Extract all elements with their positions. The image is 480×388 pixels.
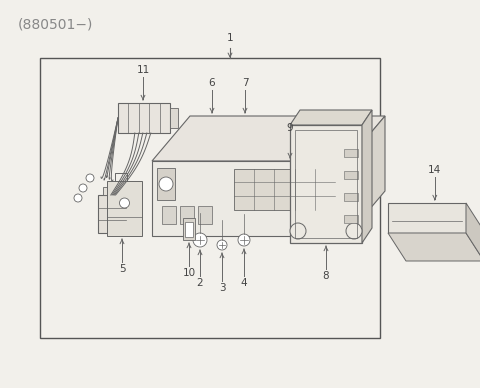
Circle shape <box>290 223 306 239</box>
Bar <box>103 187 111 195</box>
Circle shape <box>120 198 130 208</box>
Bar <box>114 187 122 195</box>
Bar <box>152 161 347 236</box>
Text: (880501−): (880501−) <box>18 18 94 32</box>
Polygon shape <box>152 116 385 161</box>
Bar <box>183 218 195 240</box>
Text: 8: 8 <box>323 271 329 281</box>
Text: 6: 6 <box>209 78 216 88</box>
Bar <box>234 168 336 210</box>
Bar <box>344 193 358 201</box>
Bar <box>157 168 175 200</box>
Polygon shape <box>466 203 480 261</box>
Bar <box>388 203 466 233</box>
Text: 10: 10 <box>182 268 195 278</box>
Bar <box>185 222 193 237</box>
Bar <box>180 206 194 224</box>
Bar <box>344 215 358 223</box>
Polygon shape <box>290 110 372 125</box>
Text: 2: 2 <box>197 278 204 288</box>
Bar <box>198 206 212 224</box>
Bar <box>344 149 358 157</box>
Circle shape <box>238 234 250 246</box>
Text: 1: 1 <box>227 33 233 43</box>
Circle shape <box>159 177 173 191</box>
Text: 5: 5 <box>119 264 125 274</box>
Bar <box>118 103 170 133</box>
Text: 14: 14 <box>428 165 442 175</box>
Text: 9: 9 <box>287 123 293 133</box>
Circle shape <box>346 223 362 239</box>
Text: 3: 3 <box>219 283 225 293</box>
Bar <box>162 206 176 224</box>
Text: 11: 11 <box>136 65 150 75</box>
Polygon shape <box>388 233 480 261</box>
Polygon shape <box>362 110 372 243</box>
Bar <box>40 58 380 338</box>
Circle shape <box>74 194 82 202</box>
Circle shape <box>193 233 207 247</box>
Bar <box>290 125 362 243</box>
Circle shape <box>79 184 87 192</box>
Bar <box>107 181 142 236</box>
Circle shape <box>86 174 94 182</box>
Text: 7: 7 <box>242 78 248 88</box>
Polygon shape <box>347 116 385 236</box>
Circle shape <box>217 240 227 250</box>
Bar <box>98 195 126 233</box>
Bar <box>295 130 357 238</box>
Text: 4: 4 <box>240 278 247 288</box>
Bar <box>170 108 178 128</box>
Bar <box>344 171 358 179</box>
